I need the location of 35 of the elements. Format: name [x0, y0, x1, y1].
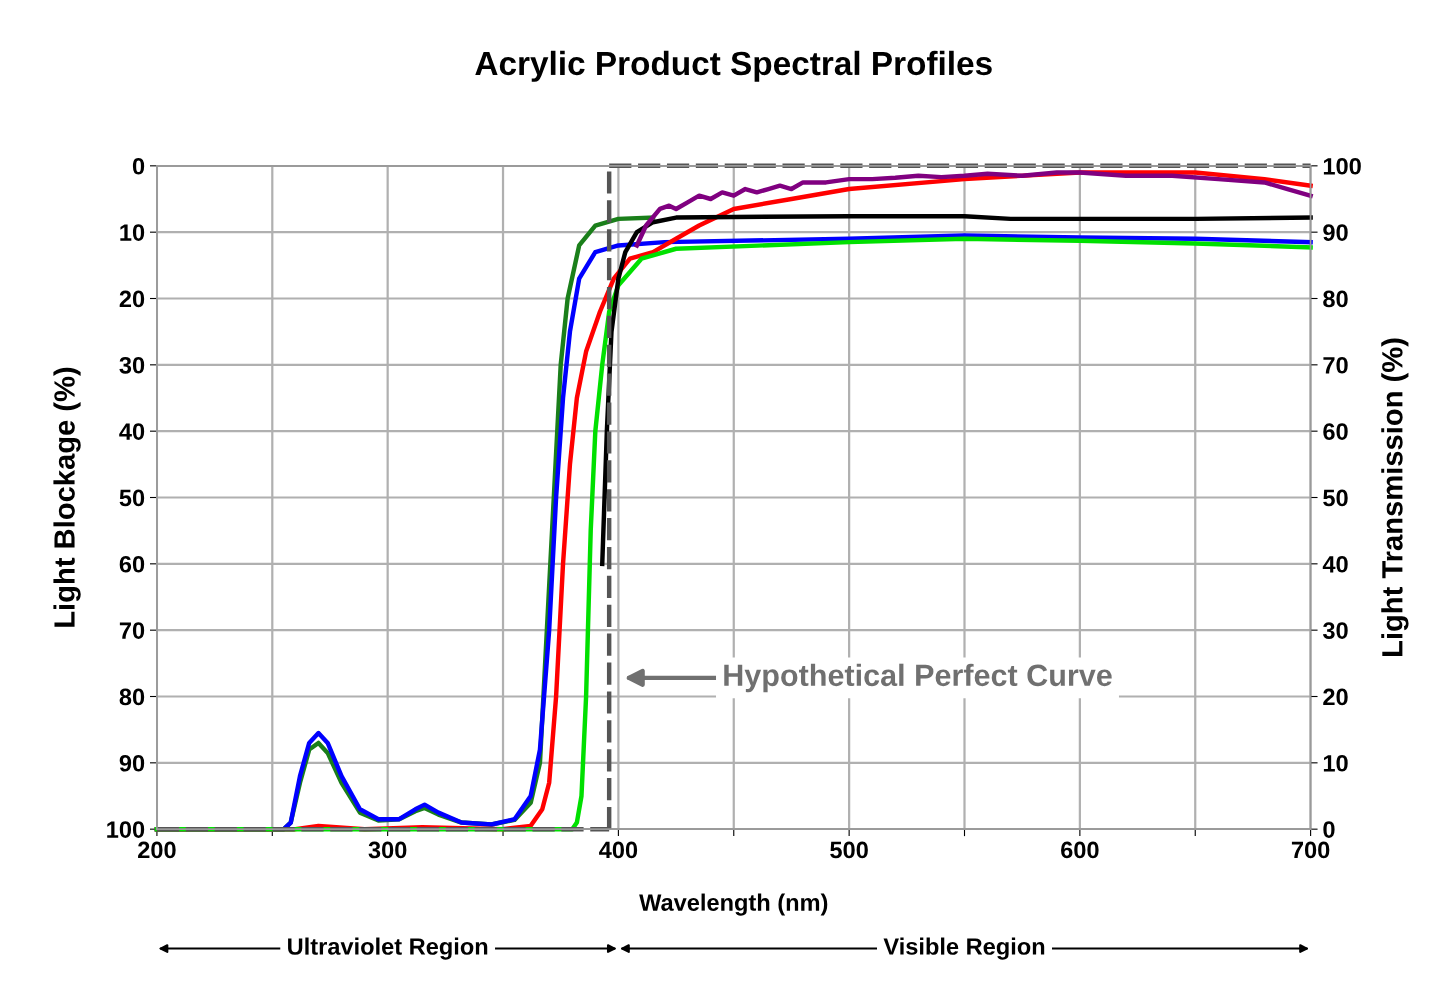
y-tick-label: 60 — [119, 555, 145, 573]
y-tick-label: 10 — [120, 224, 145, 241]
y2-tick-label: 10 — [1323, 754, 1348, 772]
x-tick-label: 400 — [599, 841, 638, 859]
annotation: Hypothetical Perfect Curve — [724, 663, 1112, 693]
x-tick-label: 200 — [138, 841, 176, 859]
y-tick-label: 40 — [119, 423, 145, 440]
y2-tick-label: 70 — [1323, 356, 1348, 374]
x-axis-title: Wavelength (nm) — [639, 893, 828, 916]
x-tick-label: 500 — [830, 841, 868, 859]
x-tick-label: 600 — [1061, 841, 1099, 859]
y-tick-label: 0 — [132, 157, 145, 175]
y-tick-label: 30 — [119, 356, 145, 374]
x-tick-label: 300 — [368, 841, 407, 859]
y-tick-label: 70 — [119, 622, 145, 639]
y2-tick-label: 0 — [1323, 821, 1335, 838]
y2-axis-title: Light Transmission (%) — [1381, 338, 1409, 656]
y2-tick-label: 90 — [1323, 224, 1348, 241]
text: Visible Region — [883, 937, 1045, 960]
chart-title: Acrylic Product Spectral Profiles — [475, 50, 992, 82]
y-tick-label: 100 — [107, 821, 145, 838]
y-tick-label: 80 — [119, 688, 145, 706]
y-tick-label: 20 — [119, 290, 145, 308]
y2-tick-label: 60 — [1323, 423, 1348, 440]
y2-tick-label: 20 — [1323, 688, 1348, 706]
y2-tick-label: 50 — [1323, 489, 1348, 507]
y-tick-label: 90 — [119, 754, 145, 772]
y2-tick-label: 30 — [1322, 622, 1348, 639]
x-tick-label: 700 — [1291, 841, 1330, 859]
y-tick-label: 50 — [119, 489, 145, 507]
y2-tick-label: 100 — [1323, 157, 1361, 175]
y-axis-title: Light Blockage (%) — [53, 367, 81, 627]
y2-tick-label: 80 — [1323, 290, 1348, 308]
y2-tick-label: 40 — [1322, 555, 1348, 573]
text: Ultraviolet Region — [288, 937, 488, 960]
